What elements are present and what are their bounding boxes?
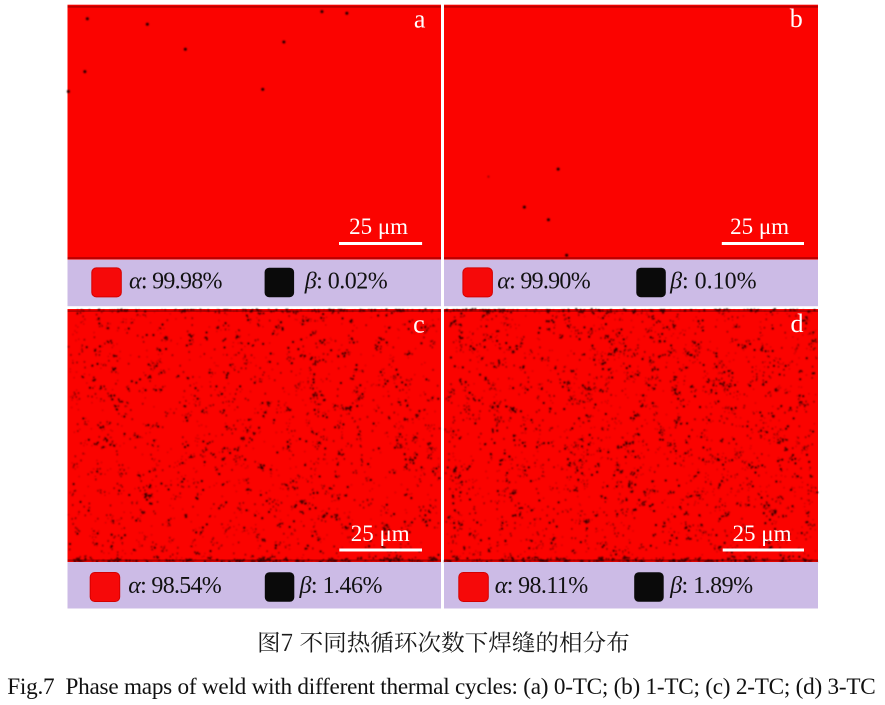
svg-text:β: 1.46%: β: 1.46% xyxy=(299,573,383,599)
svg-text:25 μm: 25 μm xyxy=(733,521,792,546)
svg-text:β: 1.89%: β: 1.89% xyxy=(669,573,753,599)
svg-text:25 μm: 25 μm xyxy=(351,521,410,546)
svg-text:α: 98.11%: α: 98.11% xyxy=(495,573,589,599)
svg-text:β: 0.02%: β: 0.02% xyxy=(304,269,388,295)
svg-text:b: b xyxy=(790,4,803,33)
svg-text:d: d xyxy=(791,309,804,338)
svg-text:a: a xyxy=(414,4,426,33)
svg-text:25 μm: 25 μm xyxy=(730,214,789,239)
svg-text:α: 99.98%: α: 99.98% xyxy=(129,269,223,295)
svg-text:α: 98.54%: α: 98.54% xyxy=(128,573,222,599)
svg-text:α: 99.90%: α: 99.90% xyxy=(497,269,591,295)
svg-text:c: c xyxy=(413,310,425,339)
svg-text:25 μm: 25 μm xyxy=(349,214,408,239)
svg-text:Fig.7 Phase maps of weld with: Fig.7 Phase maps of weld with different … xyxy=(7,674,876,700)
svg-text:β: 0.10%: β: 0.10% xyxy=(669,269,757,295)
